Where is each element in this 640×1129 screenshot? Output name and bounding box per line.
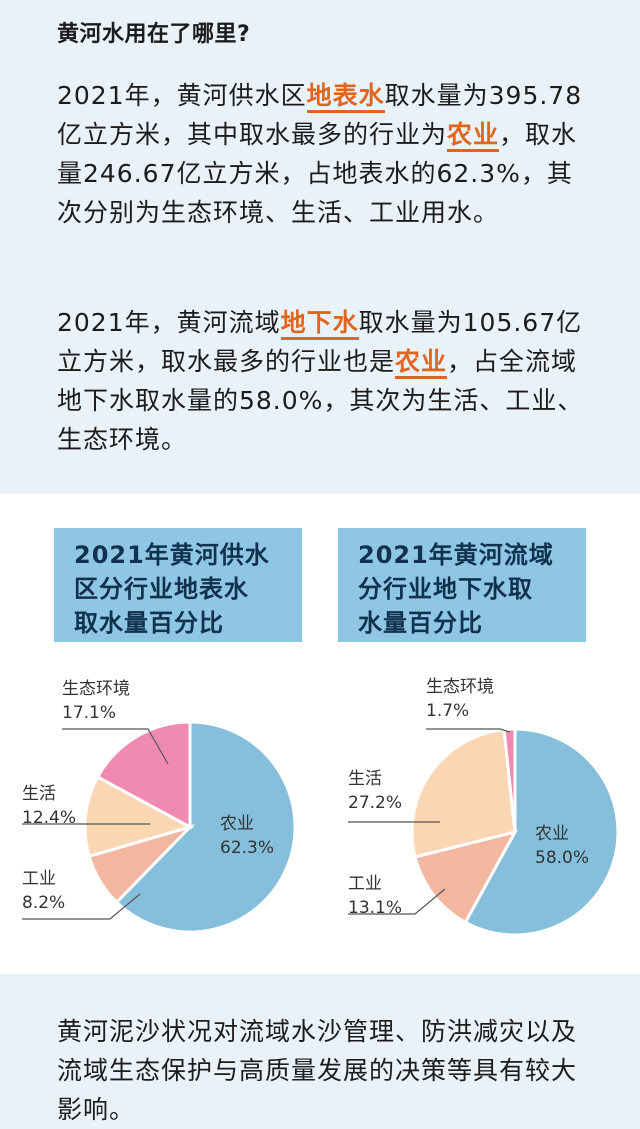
- pie1-label-value-2: 12.4%: [22, 808, 76, 828]
- chart1-title-line-2: 区分行业地表水: [74, 575, 249, 603]
- pie1-label-name-2: 生活: [22, 784, 56, 804]
- chart1-title-line-3: 取水量百分比: [74, 609, 224, 637]
- pie2-label-name-3: 生态环境: [426, 677, 494, 697]
- chart1-title-line-1: 2021年黄河供水: [74, 541, 270, 569]
- closing-section: [0, 974, 640, 1120]
- pie1-label-name-3: 生态环境: [62, 679, 130, 699]
- chart2-title-line-2: 分行业地下水取: [358, 575, 533, 603]
- pie2-label-value-2: 27.2%: [348, 793, 402, 813]
- p2-text-b: 取水量为105.67亿立方米，取水最多的行业也是: [57, 308, 583, 376]
- pie-charts: 农业 62.3% 工业 8.2% 生活 12.4% 生态环境 17.1% 农业 58.0% 工业 13…: [22, 677, 620, 937]
- surface-water-chart-title: 2021年黄河供水 区分行业地表水 取水量百分比: [54, 528, 302, 642]
- p2-text-c: ，占全流域地下水取水量的58.0%，其次为生活、工业、生态环境。: [57, 347, 584, 454]
- p2-text-a: 2021年，黄河流域: [57, 308, 281, 337]
- pie2-label-value-0: 58.0%: [535, 848, 589, 868]
- pie2-leader-3: [426, 728, 511, 733]
- pie1-label-value-0: 62.3%: [220, 838, 274, 858]
- pie1-label-value-3: 17.1%: [62, 703, 116, 723]
- p1-text-c: ，取水量246.67亿立方米，占地表水的62.3%，其次分别为生态环境、生活、工…: [57, 120, 578, 227]
- pie1-slice-3: [95, 720, 192, 830]
- groundwater-paragraph: 2021年，黄河流域地下水取水量为105.67亿立方米，取水最多的行业也是农业，…: [57, 303, 597, 459]
- pie1-leader-3: [62, 728, 169, 765]
- groundwater-chart-title: 2021年黄河流域 分行业地下水取 水量百分比: [338, 528, 586, 642]
- p1-highlight-agriculture: 农业: [447, 120, 500, 152]
- chart2-title-line-1: 2021年黄河流域: [358, 541, 554, 569]
- pie2-label-name-2: 生活: [348, 769, 382, 789]
- intro-section: 黄河水用在了哪里? 2021年，黄河供水区地表水取水量为395.78亿立方米，其…: [0, 0, 640, 490]
- pie2-slice-2: [410, 727, 517, 859]
- pie2-label-name-1: 工业: [348, 874, 382, 894]
- charts-card: 2021年黄河供水 区分行业地表水 取水量百分比 2021年黄河流域 分行业地下…: [0, 494, 640, 974]
- pie2-label-name-0: 农业: [535, 824, 569, 844]
- pie2-slice-1: [413, 829, 518, 925]
- pie2-slice-0: [463, 727, 620, 937]
- surface-water-paragraph: 2021年，黄河供水区地表水取水量为395.78亿立方米，其中取水最多的行业为农…: [57, 76, 597, 232]
- p1-text-a: 2021年，黄河供水区: [57, 81, 307, 110]
- pie1-slice-2: [83, 774, 194, 859]
- chart2-title-line-3: 水量百分比: [358, 609, 483, 637]
- pie2-leader-1: [348, 888, 446, 915]
- pie1-label-name-1: 工业: [22, 869, 56, 889]
- pie2-label-value-1: 13.1%: [348, 898, 402, 918]
- pie1-leader-1: [22, 893, 141, 920]
- p1-highlight-surface-water: 地表水: [306, 81, 385, 113]
- pie1-slice-0: [114, 720, 297, 934]
- pie1-label-value-1: 8.2%: [22, 893, 65, 913]
- p2-highlight-groundwater: 地下水: [280, 308, 359, 340]
- p2-highlight-agriculture: 农业: [395, 347, 448, 379]
- pie2-label-value-3: 1.7%: [426, 701, 469, 721]
- pie1-label-name-0: 农业: [220, 814, 254, 834]
- closing-paragraph: 黄河泥沙状况对流域水沙管理、防洪减灾以及流域生态保护与高质量发展的决策等具有较大…: [57, 1017, 578, 1124]
- section-heading: 黄河水用在了哪里?: [57, 22, 251, 47]
- p1-text-b: 取水量为395.78亿立方米，其中取水最多的行业为: [57, 81, 583, 149]
